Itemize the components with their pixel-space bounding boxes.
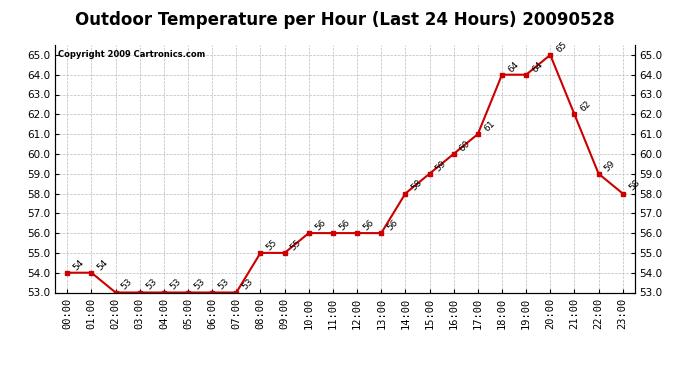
Text: Outdoor Temperature per Hour (Last 24 Hours) 20090528: Outdoor Temperature per Hour (Last 24 Ho… — [75, 11, 615, 29]
Text: 64: 64 — [506, 60, 520, 74]
Text: 53: 53 — [193, 277, 207, 292]
Text: 53: 53 — [120, 277, 135, 292]
Text: 54: 54 — [96, 258, 110, 272]
Text: 55: 55 — [289, 238, 304, 252]
Text: 64: 64 — [531, 60, 544, 74]
Text: 58: 58 — [627, 178, 642, 193]
Text: 59: 59 — [603, 158, 618, 173]
Text: 56: 56 — [362, 218, 376, 232]
Text: 61: 61 — [482, 119, 497, 134]
Text: 62: 62 — [579, 99, 593, 114]
Text: 65: 65 — [555, 40, 569, 54]
Text: 59: 59 — [434, 158, 448, 173]
Text: 55: 55 — [265, 238, 279, 252]
Text: 54: 54 — [72, 258, 86, 272]
Text: 58: 58 — [410, 178, 424, 193]
Text: Copyright 2009 Cartronics.com: Copyright 2009 Cartronics.com — [58, 50, 206, 59]
Text: 56: 56 — [386, 218, 400, 232]
Text: 53: 53 — [144, 277, 159, 292]
Text: 60: 60 — [458, 139, 473, 153]
Text: 56: 56 — [337, 218, 352, 232]
Text: 53: 53 — [217, 277, 231, 292]
Text: 53: 53 — [168, 277, 183, 292]
Text: 53: 53 — [241, 277, 255, 292]
Text: 56: 56 — [313, 218, 328, 232]
